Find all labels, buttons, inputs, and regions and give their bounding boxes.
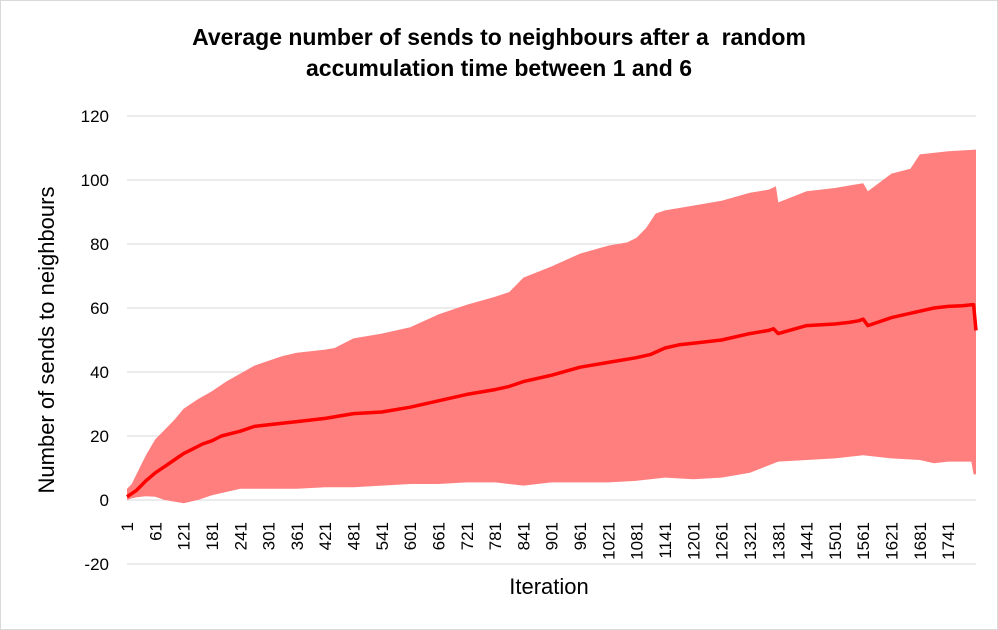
- x-tick-label-11: 661: [429, 522, 448, 550]
- y-tick-label-1: 0: [100, 491, 109, 510]
- x-tick-labels: 1 61 121 181 241 301 361 421 481 541 601 661 721 781 8…: [118, 522, 958, 560]
- x-tick-label-24: 1441: [798, 522, 817, 560]
- chart-title-line-2: accumulation time between 1 and 6: [306, 55, 692, 81]
- y-tick-label-5: 80: [90, 235, 109, 254]
- x-tick-label-23: 1381: [769, 522, 788, 560]
- y-tick-label-7: 120: [81, 107, 109, 126]
- x-tick-label-21: 1261: [713, 522, 732, 560]
- x-tick-label-25: 1501: [826, 522, 845, 560]
- x-tick-label-12: 721: [458, 522, 477, 550]
- y-axis-title: Number of sends to neighbours: [34, 187, 59, 494]
- x-tick-label-4: 241: [231, 522, 250, 550]
- chart-title-line-1: Average number of sends to neighbours af…: [192, 24, 806, 50]
- x-tick-label-16: 961: [571, 522, 590, 550]
- x-tick-label-15: 901: [543, 522, 562, 550]
- y-tick-label-2: 20: [90, 427, 109, 446]
- mean-line: [126, 303, 978, 499]
- x-tick-label-0: 1: [118, 522, 137, 531]
- chart-title: Average number of sends to neighbours af…: [0, 22, 998, 84]
- x-tick-label-18: 1081: [628, 522, 647, 560]
- x-tick-label-19: 1141: [656, 522, 675, 559]
- x-axis-title: Iteration: [509, 574, 589, 599]
- x-tick-label-5: 301: [260, 522, 279, 550]
- x-tick-label-17: 1021: [599, 522, 618, 560]
- x-tick-label-22: 1321: [741, 522, 760, 560]
- x-tick-label-26: 1561: [854, 522, 873, 560]
- y-tick-label-0: -20: [84, 555, 109, 574]
- x-tick-label-8: 481: [345, 522, 364, 550]
- x-tick-label-7: 421: [316, 522, 335, 550]
- x-tick-label-27: 1621: [883, 522, 902, 560]
- x-tick-label-3: 181: [203, 522, 222, 550]
- range-band: [127, 149, 976, 504]
- y-tick-label-4: 60: [90, 299, 109, 318]
- x-tick-label-1: 61: [146, 522, 165, 541]
- x-tick-label-20: 1201: [684, 522, 703, 560]
- x-tick-label-10: 601: [401, 522, 420, 550]
- x-tick-label-28: 1681: [911, 522, 930, 560]
- x-tick-label-2: 121: [175, 522, 194, 550]
- x-tick-label-13: 781: [486, 522, 505, 550]
- x-tick-label-29: 1741: [939, 522, 958, 560]
- x-tick-label-6: 361: [288, 522, 307, 550]
- y-tick-labels: -20 0 20 40 60 80 100 120: [81, 107, 109, 574]
- y-tick-label-6: 100: [81, 171, 109, 190]
- x-tick-label-9: 541: [373, 522, 392, 550]
- y-tick-label-3: 40: [90, 363, 109, 382]
- x-tick-label-14: 841: [514, 522, 533, 550]
